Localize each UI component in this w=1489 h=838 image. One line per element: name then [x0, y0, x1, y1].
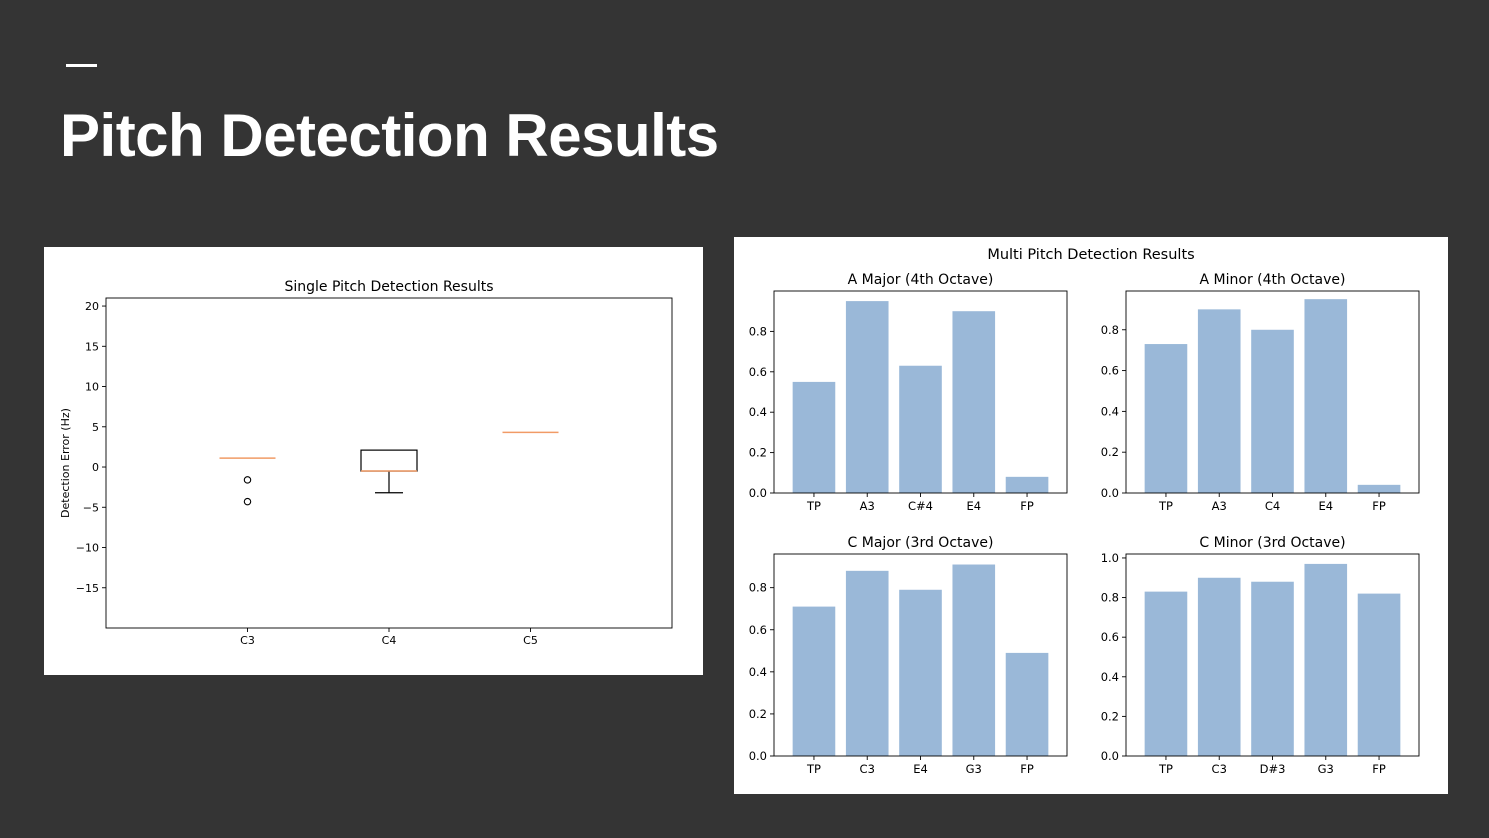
y-tick-label: 0.0	[1101, 749, 1119, 763]
x-tick-label: C#4	[908, 499, 933, 513]
x-tick-label: E4	[1318, 499, 1333, 513]
bar	[1197, 309, 1241, 493]
outlier-point	[243, 497, 252, 506]
multi-pitch-bar-charts: Multi Pitch Detection Results A Major (4…	[749, 247, 1420, 776]
y-tick-label: 0.2	[749, 707, 767, 721]
x-tick-label: E4	[913, 762, 928, 776]
y-tick-label: 0.6	[1101, 630, 1119, 644]
bar	[1251, 581, 1294, 756]
y-tick-label: 0.8	[1101, 323, 1119, 337]
subplot-title: C Minor (3rd Octave)	[1199, 535, 1345, 551]
y-tick-label: 0.2	[749, 446, 767, 460]
subplot-4: C Minor (3rd Octave) TP C3 D#3 G3 FP 0.0 0.2 0.4…	[1101, 535, 1420, 776]
bar	[1357, 593, 1401, 756]
single-chart-title: Single Pitch Detection Results	[284, 279, 493, 295]
x-tick-label: TP	[1158, 762, 1173, 776]
slide-title: Pitch Detection Results	[60, 102, 719, 169]
y-tick-label: 0.2	[1101, 445, 1119, 459]
y-tick-label: −10	[76, 542, 99, 555]
bar	[792, 606, 836, 756]
bar	[952, 564, 996, 756]
x-tick-label: A3	[1212, 499, 1227, 513]
x-tick-label: C3	[1212, 762, 1227, 776]
subplot-frame	[1125, 553, 1420, 757]
x-tick-label: FP	[1372, 762, 1386, 776]
multi-subplots: A Major (4th Octave) TP A3 C#4 E4 FP 0.0 0.2 0.4…	[749, 272, 1420, 776]
x-tick-label: TP	[806, 762, 821, 776]
y-tick-label: 0.0	[749, 749, 767, 763]
outlier-point	[243, 476, 252, 484]
y-tick-label: 0.4	[1101, 404, 1119, 418]
box-iqr	[360, 449, 418, 472]
bar	[1005, 652, 1049, 756]
subplot-3: C Major (3rd Octave) TP C3 E4 G3 FP 0.0 0.2 0.4 0…	[749, 535, 1068, 776]
subplot-title: C Major (3rd Octave)	[848, 535, 994, 551]
subplot-title: A Minor (4th Octave)	[1200, 272, 1346, 288]
y-tick-label: 0.8	[749, 581, 767, 595]
single-chart-ylabel: Detection Error (Hz)	[59, 408, 72, 518]
bar	[899, 365, 942, 493]
y-tick-label: 0.6	[1101, 364, 1119, 378]
multi-chart-suptitle: Multi Pitch Detection Results	[987, 247, 1194, 263]
bar	[845, 301, 889, 493]
x-tick-label: FP	[1020, 762, 1034, 776]
bar	[1357, 484, 1401, 493]
bar	[1144, 591, 1188, 756]
subplot-frame	[773, 290, 1068, 494]
bar	[899, 589, 942, 756]
y-tick-label: 0	[92, 461, 99, 474]
single-pitch-chart-panel: Single Pitch Detection Results Detection…	[44, 247, 703, 675]
bar	[1144, 344, 1188, 493]
y-tick-label: 15	[85, 340, 99, 353]
x-tick-label: E4	[966, 499, 981, 513]
x-tick-label: TP	[806, 499, 821, 513]
y-tick-label: 0.6	[749, 623, 767, 637]
x-tick-label: C3	[240, 634, 255, 647]
y-tick-label: 0.8	[1101, 591, 1119, 605]
y-tick-label: 0.4	[749, 405, 767, 419]
bar	[952, 311, 996, 493]
bar	[845, 570, 889, 756]
title-accent-bar	[66, 64, 97, 67]
x-tick-label: C5	[523, 634, 538, 647]
subplot-frame	[773, 553, 1068, 757]
x-tick-label: FP	[1372, 499, 1386, 513]
y-tick-label: 0.4	[1101, 670, 1119, 684]
bar	[1304, 299, 1348, 493]
single-plot-area: 20 15 10 5 0 −5 −10 −15 C3 C4 C5	[76, 297, 673, 647]
x-tick-label: G3	[966, 762, 982, 776]
subplot-title: A Major (4th Octave)	[848, 272, 994, 288]
bar	[1304, 563, 1348, 756]
bar	[1251, 329, 1294, 493]
y-tick-label: 1.0	[1101, 551, 1119, 565]
y-tick-label: 0.8	[749, 324, 767, 338]
bar	[792, 381, 836, 493]
bar	[1197, 577, 1241, 756]
x-tick-label: C3	[860, 762, 875, 776]
x-tick-label: D#3	[1260, 762, 1286, 776]
y-tick-label: 0.0	[749, 486, 767, 500]
subplot-1: A Major (4th Octave) TP A3 C#4 E4 FP 0.0 0.2 0.4…	[749, 272, 1068, 513]
x-tick-label: FP	[1020, 499, 1034, 513]
x-tick-label: TP	[1158, 499, 1173, 513]
y-tick-label: 0.6	[749, 365, 767, 379]
y-tick-label: −15	[76, 582, 99, 595]
multi-pitch-chart-panel: Multi Pitch Detection Results A Major (4…	[734, 237, 1448, 794]
x-tick-label: G3	[1318, 762, 1334, 776]
y-tick-label: 0.4	[749, 665, 767, 679]
x-tick-label: C4	[382, 634, 397, 647]
bar	[1005, 476, 1049, 493]
y-tick-label: 0.0	[1101, 486, 1119, 500]
y-tick-label: −5	[83, 501, 99, 514]
y-tick-label: 0.2	[1101, 709, 1119, 723]
x-tick-label: A3	[860, 499, 875, 513]
x-tick-label: C4	[1265, 499, 1280, 513]
y-tick-label: 20	[85, 300, 99, 313]
single-pitch-box-plot: Single Pitch Detection Results Detection…	[59, 279, 673, 647]
subplot-2: A Minor (4th Octave) TP A3 C4 E4 FP 0.0 0.2 0.4 0…	[1101, 272, 1420, 513]
y-tick-label: 5	[92, 421, 99, 434]
y-tick-label: 10	[85, 381, 99, 394]
single-plot-frame	[105, 297, 673, 629]
subplot-frame	[1125, 290, 1420, 494]
